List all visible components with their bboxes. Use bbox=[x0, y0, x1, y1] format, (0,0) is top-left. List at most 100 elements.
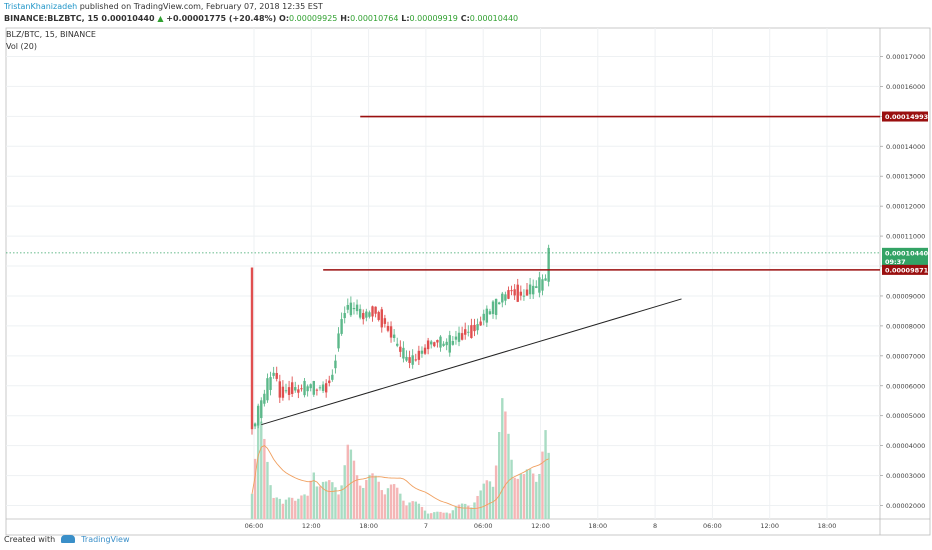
candle-body bbox=[408, 357, 411, 363]
volume-bar bbox=[491, 486, 495, 519]
candle-body bbox=[321, 384, 325, 391]
price-tick-label: 0.00011000 bbox=[886, 233, 925, 241]
candle-body bbox=[426, 340, 430, 350]
volume-bar bbox=[266, 461, 269, 519]
volume-bar bbox=[423, 510, 427, 519]
candle-body bbox=[303, 380, 306, 396]
volume-bar bbox=[303, 494, 306, 519]
candle-body bbox=[269, 377, 272, 390]
volume-bar bbox=[479, 490, 482, 519]
price-tick-label: 0.00008000 bbox=[886, 322, 925, 330]
volume-bar bbox=[535, 481, 538, 519]
time-tick-label: 06:00 bbox=[703, 522, 722, 530]
candle-body bbox=[399, 346, 402, 352]
volume-bar bbox=[420, 506, 424, 519]
ohlc-line: BINANCE:BLZBTC, 15 0.00010440 ▲ +0.00001… bbox=[4, 14, 518, 23]
candle-body bbox=[312, 381, 315, 395]
volume-bar bbox=[371, 473, 374, 519]
volume-bar bbox=[541, 451, 544, 519]
price-tick-label: 0.00017000 bbox=[886, 53, 925, 61]
candle-body bbox=[275, 372, 278, 379]
candle-body bbox=[306, 386, 309, 392]
volume-bar bbox=[531, 473, 535, 519]
candle-body bbox=[371, 306, 374, 317]
candle-body bbox=[343, 313, 346, 319]
candle-body bbox=[460, 333, 464, 340]
price-tick-label: 0.00009000 bbox=[886, 292, 925, 300]
volume-bar bbox=[470, 507, 473, 519]
candle-body bbox=[513, 289, 516, 296]
candle-body bbox=[507, 290, 510, 299]
candle-body bbox=[433, 342, 436, 347]
volume-bar bbox=[281, 503, 285, 519]
volume-bar bbox=[426, 513, 430, 519]
candle-body bbox=[442, 343, 445, 346]
candle-body bbox=[510, 290, 513, 292]
volume-bar bbox=[331, 482, 334, 519]
price-tag-countdown bbox=[882, 256, 928, 267]
time-tick-label: 18:00 bbox=[818, 522, 837, 530]
price-tick-label: 0.00006000 bbox=[886, 382, 925, 390]
price-tick-label: 0.00002000 bbox=[886, 502, 925, 510]
open-value: 0.00009925 bbox=[289, 14, 338, 23]
time-tick-label: 06:00 bbox=[474, 522, 493, 530]
time-tick-label: 06:00 bbox=[245, 522, 264, 530]
volume-bar bbox=[389, 484, 393, 519]
candle-body bbox=[294, 387, 297, 391]
volume-bar bbox=[284, 499, 288, 519]
volume-bar bbox=[328, 480, 331, 519]
candle-body bbox=[470, 325, 473, 338]
volume-bar bbox=[383, 494, 387, 519]
volume-bar bbox=[494, 465, 498, 519]
volume-bar bbox=[528, 469, 532, 519]
created-with-text: Created with bbox=[4, 535, 56, 544]
volume-bar bbox=[300, 495, 303, 519]
candle-body bbox=[368, 312, 371, 317]
volume-bar bbox=[256, 414, 260, 519]
tradingview-brand-link[interactable]: TradingView bbox=[81, 535, 130, 544]
volume-bar bbox=[507, 433, 510, 519]
volume-ma-line bbox=[251, 445, 549, 509]
candle-body bbox=[541, 279, 544, 291]
volume-bar bbox=[399, 493, 402, 519]
candle-body bbox=[448, 335, 451, 353]
price-tag-label: 0.00010440 bbox=[885, 249, 929, 257]
volume-bar bbox=[467, 505, 470, 519]
volume-bar bbox=[402, 500, 405, 519]
candle-body bbox=[374, 306, 377, 314]
candle-body bbox=[417, 350, 421, 360]
candle-body bbox=[457, 332, 461, 342]
price-tick-label: 0.00012000 bbox=[886, 203, 925, 211]
volume-bar bbox=[544, 430, 547, 519]
volume-bar bbox=[346, 444, 349, 519]
candle-body bbox=[331, 374, 334, 380]
time-tick-label: 12:00 bbox=[302, 522, 321, 530]
candle-body bbox=[300, 388, 303, 390]
price-tick-label: 0.00004000 bbox=[886, 442, 925, 450]
candle-body bbox=[309, 384, 312, 389]
volume-bar bbox=[365, 479, 368, 519]
candle-body bbox=[365, 311, 368, 318]
candle-body bbox=[346, 304, 349, 310]
candle-body bbox=[414, 359, 417, 361]
price-tick-label: 0.00013000 bbox=[886, 173, 925, 181]
candle-body bbox=[362, 313, 365, 320]
price-tag-label: 0.00009871 bbox=[885, 266, 929, 274]
publish-info: published on TradingView.com, February 0… bbox=[77, 2, 323, 11]
volume-bar bbox=[321, 481, 325, 519]
support-trendline[interactable] bbox=[261, 298, 682, 426]
volume-bar bbox=[269, 485, 272, 519]
candle-body bbox=[436, 340, 439, 343]
author-link[interactable]: TristanKhanizadeh bbox=[4, 2, 78, 11]
candle-body bbox=[522, 295, 526, 297]
volume-bar bbox=[263, 438, 266, 519]
candle-body bbox=[531, 285, 535, 295]
candle-body bbox=[297, 389, 300, 393]
time-tick-label: 12:00 bbox=[760, 522, 779, 530]
volume-bar bbox=[411, 501, 414, 519]
candle-body bbox=[491, 301, 495, 315]
volume-bar bbox=[297, 498, 300, 519]
price-tag-resistance bbox=[882, 264, 928, 275]
candle-body bbox=[340, 319, 343, 334]
